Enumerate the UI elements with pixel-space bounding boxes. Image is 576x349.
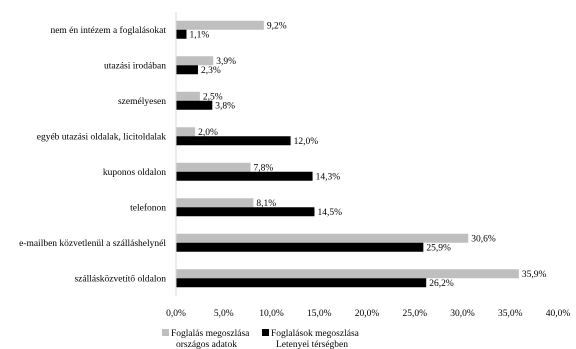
bar-national — [176, 269, 519, 279]
data-label: 2,0% — [198, 128, 218, 138]
category-label: utazási irodában — [104, 61, 166, 71]
category-label: egyéb utazási oldalak, licitoldalak — [37, 132, 167, 142]
bar-letenye — [176, 242, 424, 252]
x-axis-tick-labels: 0,0% 5,0% 10,0% 15,0% 20,0% 25,0% 30,0% 35,0% 40… — [166, 309, 570, 319]
legend-swatch — [162, 329, 169, 336]
legend-label: országos adatok — [176, 340, 237, 349]
x-tick-label: 20,0% — [355, 309, 380, 319]
category-label: kuponos oldalon — [103, 168, 166, 178]
bar-national — [176, 91, 200, 101]
bar-letenye — [176, 29, 187, 39]
bar-letenye — [176, 207, 315, 217]
legend-label: Letenyei térségben — [276, 340, 348, 349]
data-label: 14,5% — [317, 208, 342, 218]
bar-national — [176, 233, 469, 243]
category-label: telefonon — [130, 202, 166, 213]
x-tick-label: 5,0% — [214, 309, 234, 319]
category-label: nem én intézem a foglalásokat — [50, 25, 166, 36]
legend-label: Foglalások megoszlása — [271, 329, 360, 339]
data-label: 9,2% — [267, 21, 287, 31]
bar-national — [176, 198, 254, 208]
category-label: e-mailben közvetlenül a szálláshelynél — [19, 239, 166, 249]
category-label: szállásközvetítő oldalon — [74, 274, 166, 284]
data-label: 3,8% — [215, 101, 235, 111]
category-labels: nem én intézem a foglalásokat utazási iro… — [19, 25, 166, 285]
data-label: 8,1% — [256, 199, 276, 209]
data-label: 2,5% — [203, 92, 223, 102]
bar-national — [176, 162, 251, 172]
bar-letenye — [176, 136, 291, 146]
x-tick-label: 30,0% — [450, 309, 475, 319]
bar-letenye — [176, 65, 198, 75]
category-label: személyesen — [118, 97, 166, 107]
data-label: 7,8% — [253, 163, 273, 173]
x-tick-label: 25,0% — [402, 309, 427, 319]
data-label: 14,3% — [316, 172, 341, 182]
bar-letenye — [176, 171, 313, 181]
data-label: 2,3% — [201, 66, 221, 76]
bar-letenye — [176, 100, 213, 110]
data-labels: 9,2% 1,1% 3,9%2,3% 2,5%3,8% 2,0% 12,0% 7,8% 14,… — [190, 21, 547, 289]
x-tick-label: 35,0% — [498, 309, 523, 319]
bar-national — [176, 20, 264, 30]
data-label: 1,1% — [190, 30, 210, 40]
bar-national — [176, 56, 214, 66]
x-tick-label: 0,0% — [166, 309, 186, 319]
x-tick-label: 10,0% — [259, 309, 284, 319]
legend-swatch — [262, 329, 269, 336]
bars — [176, 20, 519, 288]
data-label: 3,9% — [216, 57, 236, 67]
x-tick-label: 15,0% — [307, 309, 332, 319]
x-tick-label: 40,0% — [546, 309, 571, 319]
data-label: 12,0% — [294, 137, 319, 147]
legend-label: Foglalás megoszlása — [171, 329, 250, 339]
data-label: 26,2% — [429, 279, 454, 289]
data-label: 25,9% — [426, 243, 451, 253]
data-label: 35,9% — [522, 270, 547, 280]
bar-national — [176, 127, 196, 137]
bar-letenye — [176, 278, 427, 288]
data-label: 30,6% — [471, 234, 496, 244]
